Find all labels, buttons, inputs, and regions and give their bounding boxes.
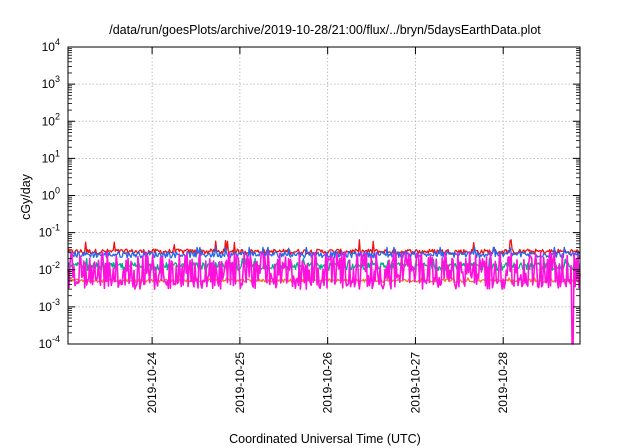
y-tick-base: 10: [39, 263, 53, 277]
y-axis-label: cGy/day: [19, 173, 33, 220]
x-axis-label: Coordinated Universal Time (UTC): [229, 432, 421, 446]
y-tick-exponent: 0: [55, 186, 60, 196]
y-tick-base: 10: [42, 40, 56, 54]
x-tick-label: 2019-10-28: [496, 352, 510, 414]
y-tick-exponent: 1: [55, 148, 60, 158]
y-tick-label: 104: [42, 37, 60, 54]
y-tick-label: 101: [42, 148, 60, 165]
x-tick-label: 2019-10-26: [321, 352, 335, 414]
y-tick-label: 10-3: [39, 297, 60, 314]
y-tick-label: 10-1: [39, 223, 60, 240]
y-tick-label: 102: [42, 111, 60, 128]
y-tick-label: 10-4: [39, 334, 60, 351]
series-line: [67, 251, 581, 345]
y-tick-exponent: 3: [55, 74, 60, 84]
chart-title: /data/run/goesPlots/archive/2019-10-28/2…: [109, 23, 541, 37]
x-tick-label: 2019-10-24: [145, 352, 159, 414]
y-tick-base: 10: [42, 189, 56, 203]
y-tick-base: 10: [42, 151, 56, 165]
y-tick-exponent: -4: [52, 334, 60, 344]
x-tick-label: 2019-10-25: [233, 352, 247, 414]
y-tick-base: 10: [42, 77, 56, 91]
y-tick-exponent: 2: [55, 111, 60, 121]
y-tick-exponent: 4: [55, 37, 60, 47]
y-tick-exponent: -1: [52, 223, 60, 233]
y-tick-label: 103: [42, 74, 60, 91]
y-tick-base: 10: [42, 114, 56, 128]
y-tick-exponent: -2: [52, 260, 60, 270]
x-tick-label: 2019-10-27: [408, 352, 422, 414]
series-layer: [67, 239, 581, 345]
grid: [68, 47, 580, 344]
y-tick-exponent: -3: [52, 297, 60, 307]
y-tick-base: 10: [39, 226, 53, 240]
y-tick-label: 100: [42, 186, 60, 203]
y-tick-base: 10: [39, 337, 53, 351]
y-tick-base: 10: [39, 300, 53, 314]
y-tick-label: 10-2: [39, 260, 60, 277]
ticks: 10-410-310-210-11001011021031042019-10-2…: [39, 37, 580, 413]
